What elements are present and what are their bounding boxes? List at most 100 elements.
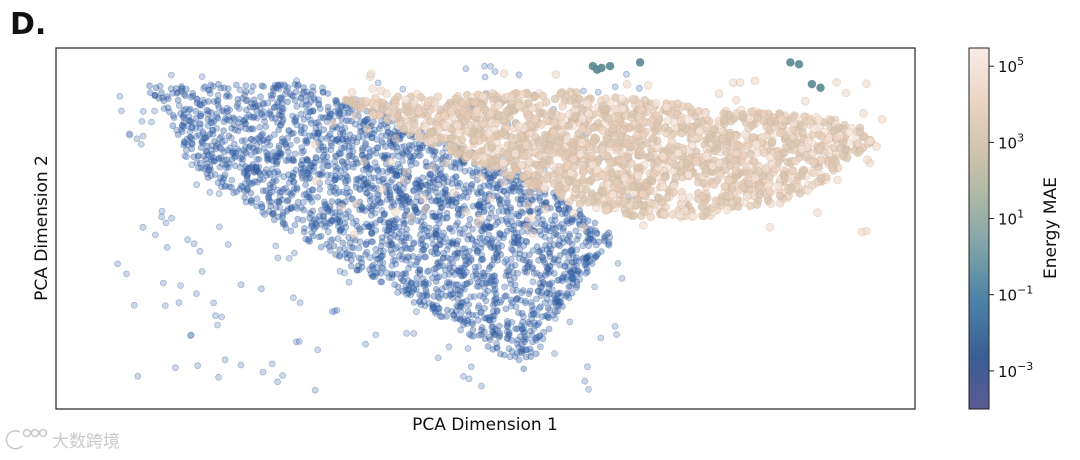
- scatter-point: [311, 129, 319, 137]
- scatter-point: [585, 237, 592, 245]
- scatter-point: [449, 259, 456, 267]
- scatter-point: [310, 159, 317, 167]
- scatter-point: [344, 163, 352, 171]
- scatter-point: [297, 165, 305, 173]
- scatter-point: [259, 137, 267, 144]
- scatter-point: [578, 114, 587, 124]
- scatter-point: [190, 240, 198, 248]
- scatter-point: [371, 126, 379, 134]
- scatter-point: [440, 249, 448, 257]
- scatter-point: [193, 95, 201, 103]
- scatter-point: [501, 283, 509, 291]
- scatter-point: [243, 185, 251, 193]
- scatter-point: [291, 81, 299, 88]
- scatter-point: [555, 276, 563, 284]
- scatter-point: [287, 203, 295, 211]
- scatter-point: [413, 126, 423, 136]
- scatter-point: [494, 240, 502, 248]
- scatter-point: [326, 112, 334, 120]
- scatter-point: [339, 239, 347, 247]
- scatter-point: [541, 221, 549, 228]
- scatter-point: [118, 107, 125, 115]
- scatter-point: [269, 87, 277, 94]
- scatter-point: [419, 174, 427, 182]
- scatter-point: [538, 274, 545, 282]
- scatter-point: [383, 227, 391, 235]
- scatter-point: [697, 116, 706, 126]
- scatter-point: [436, 259, 444, 267]
- scatter-point: [524, 98, 533, 108]
- scatter-point: [368, 195, 376, 203]
- scatter-point: [209, 126, 217, 134]
- scatter-point: [716, 171, 725, 181]
- scatter-point: [334, 219, 342, 227]
- scatter-point: [507, 225, 515, 233]
- scatter-point: [248, 100, 256, 108]
- scatter-point: [488, 204, 496, 212]
- scatter-point: [373, 190, 381, 198]
- scatter-point: [569, 208, 579, 218]
- scatter-point: [277, 150, 285, 158]
- scatter-point: [399, 157, 407, 165]
- scatter-point: [777, 114, 787, 124]
- scatter-point: [299, 168, 307, 176]
- scatter-point: [519, 172, 529, 182]
- scatter-point: [337, 103, 345, 111]
- scatter-point: [516, 246, 524, 254]
- scatter-point: [339, 188, 347, 196]
- scatter-point: [260, 136, 268, 144]
- scatter-point: [425, 128, 435, 138]
- scatter-point: [742, 162, 751, 172]
- scatter-point: [242, 125, 250, 133]
- scatter-point: [509, 269, 517, 276]
- scatter-point: [260, 113, 268, 121]
- scatter-point: [554, 231, 561, 239]
- scatter-point: [797, 171, 807, 181]
- scatter-point: [309, 232, 317, 240]
- scatter-point: [540, 280, 548, 288]
- scatter-point: [324, 178, 332, 186]
- scatter-point: [256, 171, 264, 178]
- scatter-point: [494, 256, 502, 264]
- scatter-point: [328, 236, 336, 243]
- scatter-point: [515, 254, 523, 262]
- scatter-point: [416, 291, 424, 299]
- scatter-point: [450, 158, 458, 166]
- scatter-point: [433, 250, 441, 257]
- scatter-point: [253, 195, 261, 203]
- scatter-point: [256, 123, 264, 131]
- scatter-point: [436, 235, 444, 243]
- scatter-point: [504, 323, 512, 331]
- scatter-point: [401, 95, 411, 105]
- scatter-point: [385, 223, 393, 231]
- scatter-point: [535, 248, 543, 256]
- scatter-point: [378, 264, 386, 272]
- scatter-point: [289, 169, 297, 177]
- scatter-point: [196, 159, 204, 167]
- scatter-point: [519, 325, 526, 333]
- scatter-point: [495, 322, 503, 330]
- scatter-point: [648, 134, 658, 144]
- scatter-point: [277, 152, 284, 160]
- scatter-point: [230, 189, 238, 197]
- scatter-point: [678, 193, 687, 202]
- scatter-point: [687, 107, 696, 117]
- scatter-point: [749, 157, 759, 167]
- scatter-point: [491, 285, 499, 293]
- scatter-point: [482, 297, 490, 305]
- scatter-point: [291, 116, 299, 123]
- scatter-point: [209, 119, 217, 127]
- scatter-point: [442, 173, 449, 180]
- scatter-point: [559, 277, 566, 285]
- scatter-points: [114, 58, 887, 394]
- scatter-point: [612, 177, 622, 187]
- scatter-point: [492, 250, 500, 258]
- scatter-point: [312, 154, 320, 162]
- scatter-point: [512, 303, 520, 311]
- scatter-point: [747, 107, 756, 117]
- scatter-point: [308, 162, 316, 170]
- scatter-point: [433, 175, 441, 183]
- scatter-point: [718, 134, 728, 144]
- scatter-point: [294, 198, 302, 206]
- scatter-point: [491, 118, 501, 128]
